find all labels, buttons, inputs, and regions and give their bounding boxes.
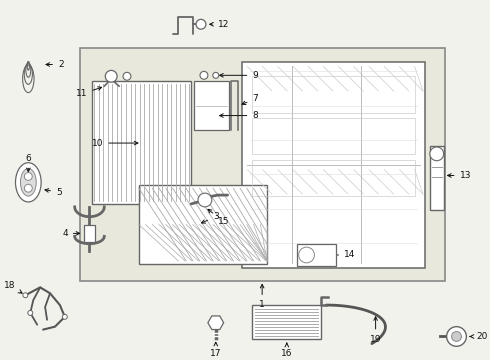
Text: 2: 2 — [46, 60, 64, 69]
Text: 19: 19 — [370, 317, 381, 343]
Circle shape — [24, 172, 32, 180]
Circle shape — [213, 72, 219, 78]
FancyBboxPatch shape — [194, 81, 229, 130]
FancyBboxPatch shape — [243, 62, 425, 268]
FancyBboxPatch shape — [252, 305, 321, 339]
Text: 6: 6 — [25, 154, 31, 172]
Circle shape — [196, 19, 206, 29]
Circle shape — [298, 247, 315, 263]
Circle shape — [123, 72, 131, 80]
FancyBboxPatch shape — [430, 146, 443, 210]
Circle shape — [200, 71, 208, 79]
FancyBboxPatch shape — [79, 48, 444, 280]
Text: 3: 3 — [201, 212, 219, 223]
Text: 9: 9 — [220, 71, 258, 80]
Text: 16: 16 — [281, 343, 293, 358]
Text: 1: 1 — [259, 284, 265, 309]
Text: 10: 10 — [92, 139, 138, 148]
Circle shape — [452, 332, 462, 341]
Text: 18: 18 — [4, 281, 22, 293]
Text: 20: 20 — [470, 332, 488, 341]
Text: 12: 12 — [210, 20, 229, 29]
Text: 13: 13 — [447, 171, 471, 180]
Text: 5: 5 — [45, 188, 62, 197]
Text: 17: 17 — [210, 342, 221, 358]
Circle shape — [198, 193, 212, 207]
Ellipse shape — [16, 163, 41, 202]
Circle shape — [430, 147, 443, 161]
Circle shape — [447, 327, 466, 346]
FancyBboxPatch shape — [84, 225, 96, 242]
FancyBboxPatch shape — [296, 244, 336, 266]
Text: 7: 7 — [242, 94, 258, 104]
FancyBboxPatch shape — [93, 81, 191, 204]
Text: 4: 4 — [62, 229, 80, 238]
Text: 8: 8 — [220, 111, 258, 120]
Ellipse shape — [21, 168, 36, 196]
Circle shape — [28, 310, 33, 315]
Circle shape — [62, 314, 67, 319]
Text: 11: 11 — [76, 87, 101, 99]
Circle shape — [105, 71, 117, 82]
FancyBboxPatch shape — [139, 185, 267, 264]
Text: 15: 15 — [208, 209, 229, 226]
Text: 14: 14 — [330, 251, 355, 260]
Circle shape — [24, 184, 32, 192]
Circle shape — [23, 293, 28, 298]
